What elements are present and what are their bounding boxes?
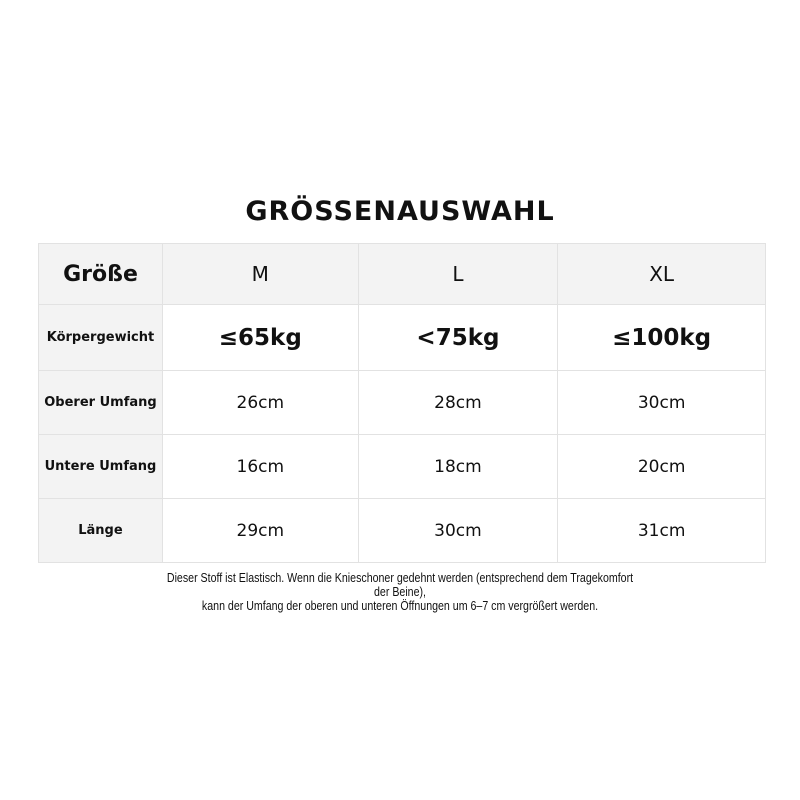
- cell: <75kg: [357, 304, 559, 371]
- header-label: Größe: [38, 243, 163, 305]
- row-label: Körpergewicht: [38, 304, 163, 371]
- note-line: der Beine),: [374, 585, 426, 599]
- size-l: L: [357, 243, 559, 305]
- cell: 18cm: [357, 434, 559, 499]
- cell: ≤100kg: [557, 304, 766, 371]
- size-table: Größe M L XL Körpergewicht ≤65kg <75kg ≤…: [38, 243, 766, 563]
- cell: 26cm: [161, 370, 359, 435]
- table-header-row: Größe M L XL: [38, 243, 766, 305]
- elasticity-note: Dieser Stoff ist Elastisch. Wenn die Kni…: [60, 571, 740, 613]
- note-line: Dieser Stoff ist Elastisch. Wenn die Kni…: [166, 571, 634, 585]
- page-title: GRÖSSENAUSWAHL: [245, 196, 555, 227]
- cell: 16cm: [161, 434, 359, 499]
- cell: 20cm: [557, 434, 766, 499]
- table-row: Untere Umfang 16cm 18cm 20cm: [38, 434, 766, 499]
- row-label: Untere Umfang: [38, 434, 163, 499]
- table-row: Länge 29cm 30cm 31cm: [38, 498, 766, 563]
- size-xl: XL: [557, 243, 766, 305]
- cell: 30cm: [357, 498, 559, 563]
- cell: 29cm: [161, 498, 359, 563]
- table-row: Oberer Umfang 26cm 28cm 30cm: [38, 370, 766, 435]
- row-label: Oberer Umfang: [38, 370, 163, 435]
- note-line: kann der Umfang der oberen und unteren Ö…: [201, 599, 599, 613]
- table-row: Körpergewicht ≤65kg <75kg ≤100kg: [38, 304, 766, 371]
- row-label: Länge: [38, 498, 163, 563]
- size-m: M: [161, 243, 359, 305]
- cell: ≤65kg: [161, 304, 359, 371]
- cell: 28cm: [357, 370, 559, 435]
- cell: 31cm: [557, 498, 766, 563]
- cell: 30cm: [557, 370, 766, 435]
